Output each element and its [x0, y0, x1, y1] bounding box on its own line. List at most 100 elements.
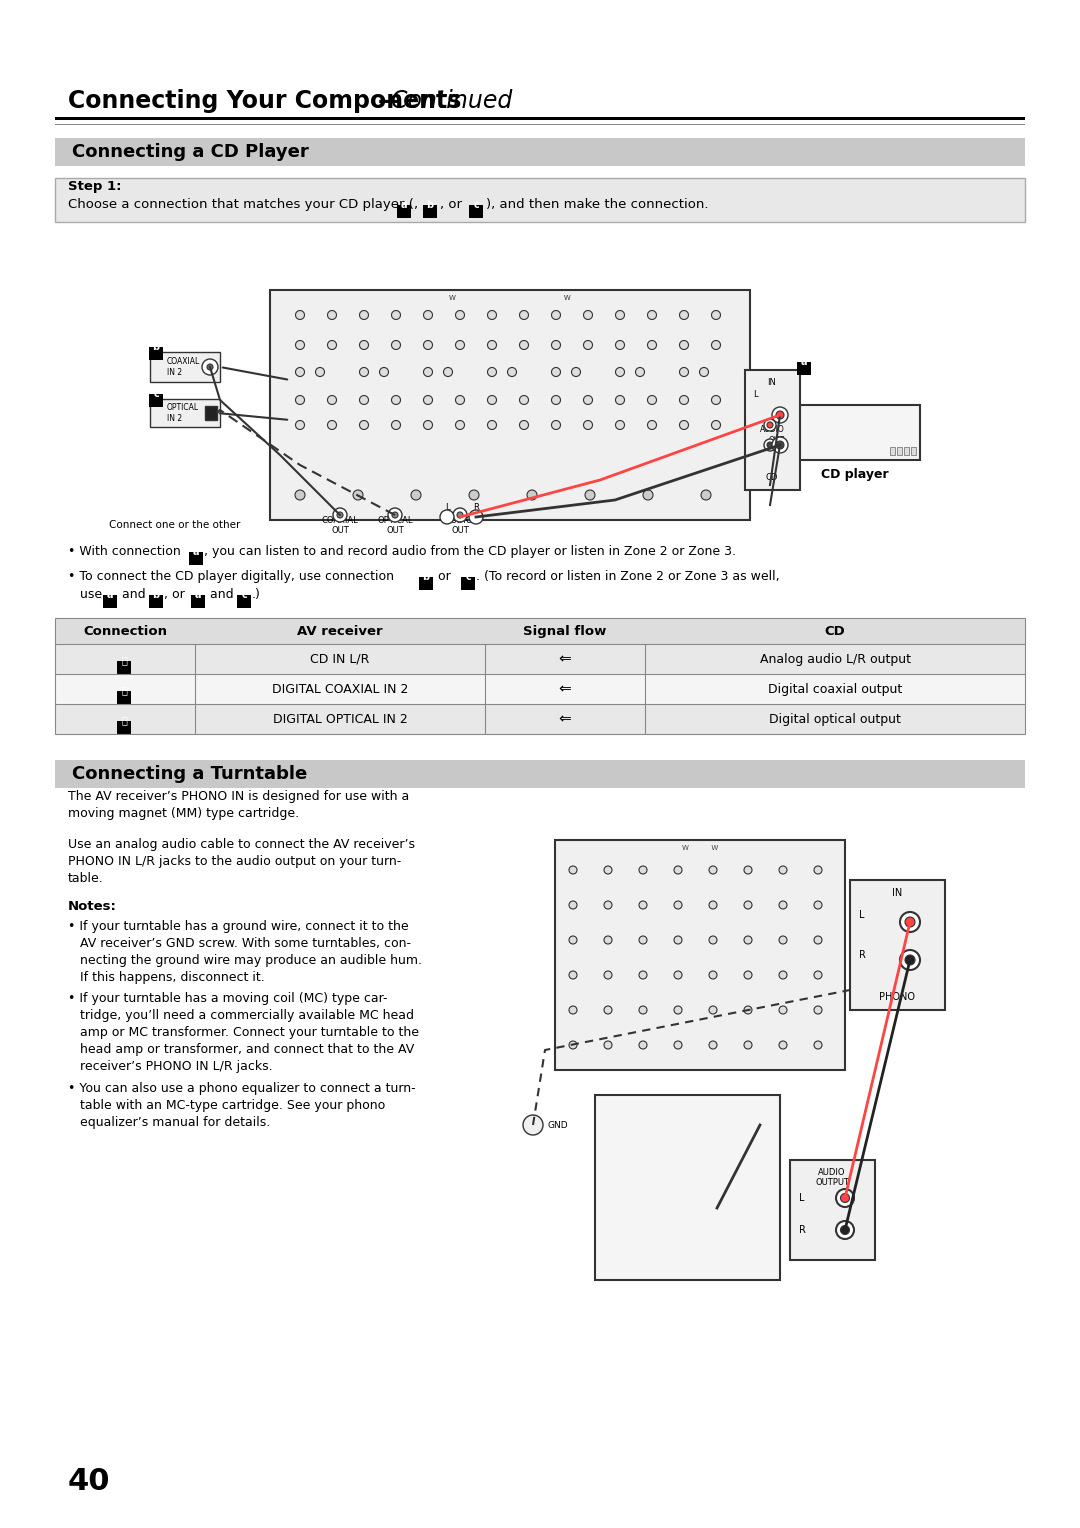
Bar	[150, 399, 220, 426]
Circle shape	[764, 419, 777, 431]
Circle shape	[772, 437, 788, 452]
Circle shape	[679, 396, 689, 405]
Bar	[103, 594, 117, 608]
Text: Connecting a CD Player: Connecting a CD Player	[72, 144, 309, 160]
Circle shape	[571, 368, 581, 376]
Bar	[912, 448, 916, 455]
Text: PHONO: PHONO	[879, 992, 915, 1002]
Circle shape	[639, 1005, 647, 1015]
Circle shape	[583, 341, 593, 350]
Bar	[595, 1096, 780, 1280]
Circle shape	[648, 341, 657, 350]
Text: .): .)	[252, 588, 261, 601]
Circle shape	[814, 866, 822, 874]
Text: Digital coaxial output: Digital coaxial output	[768, 683, 902, 695]
Circle shape	[487, 341, 497, 350]
Bar	[745, 370, 800, 490]
Text: PHONO IN L/R jacks to the audio output on your turn-: PHONO IN L/R jacks to the audio output o…	[68, 856, 402, 868]
Circle shape	[585, 490, 595, 500]
Text: • To connect the CD player digitally, use connection: • To connect the CD player digitally, us…	[68, 570, 399, 584]
Circle shape	[391, 310, 401, 319]
Bar	[55, 617, 1025, 733]
Text: OPTICAL
OUT: OPTICAL OUT	[377, 515, 413, 535]
Circle shape	[527, 490, 537, 500]
Bar	[189, 552, 203, 565]
Circle shape	[456, 310, 464, 319]
Circle shape	[207, 364, 213, 370]
Circle shape	[674, 1041, 681, 1050]
Bar	[397, 205, 411, 219]
Bar	[55, 138, 1025, 167]
Circle shape	[712, 341, 720, 350]
Circle shape	[519, 310, 528, 319]
Circle shape	[840, 1193, 850, 1203]
Circle shape	[679, 420, 689, 429]
Circle shape	[674, 970, 681, 979]
Circle shape	[440, 510, 454, 524]
Circle shape	[744, 1041, 752, 1050]
Circle shape	[202, 359, 218, 374]
Circle shape	[487, 368, 497, 376]
Circle shape	[635, 368, 645, 376]
Circle shape	[411, 490, 421, 500]
Circle shape	[583, 310, 593, 319]
Text: The AV receiver’s PHONO IN is designed for use with a: The AV receiver’s PHONO IN is designed f…	[68, 790, 409, 804]
Text: • If your turntable has a moving coil (MC) type car-: • If your turntable has a moving coil (M…	[68, 992, 388, 1005]
Circle shape	[552, 310, 561, 319]
Bar	[469, 205, 483, 219]
Circle shape	[569, 937, 577, 944]
Circle shape	[900, 912, 920, 932]
Circle shape	[388, 507, 402, 523]
Circle shape	[674, 937, 681, 944]
Text: L: L	[860, 911, 865, 920]
Circle shape	[552, 420, 561, 429]
Circle shape	[487, 310, 497, 319]
Circle shape	[767, 442, 773, 448]
Text: Connecting a Turntable: Connecting a Turntable	[72, 766, 307, 782]
Circle shape	[569, 902, 577, 909]
Bar	[55, 759, 1025, 788]
Bar	[795, 410, 915, 425]
Circle shape	[295, 490, 305, 500]
Text: Ⓒ: Ⓒ	[121, 715, 127, 726]
Circle shape	[648, 310, 657, 319]
Circle shape	[552, 341, 561, 350]
Circle shape	[337, 512, 343, 518]
Circle shape	[296, 368, 305, 376]
Text: OPTICAL
IN 2: OPTICAL IN 2	[167, 403, 199, 423]
Circle shape	[552, 368, 561, 376]
Bar	[237, 594, 251, 608]
Circle shape	[327, 396, 337, 405]
Text: table with an MC-type cartridge. See your phono: table with an MC-type cartridge. See you…	[68, 1099, 386, 1112]
Circle shape	[457, 512, 463, 518]
Bar	[55, 177, 1025, 222]
Text: AV receiver: AV receiver	[297, 625, 382, 637]
Text: ⇐: ⇐	[558, 651, 571, 666]
Circle shape	[569, 1005, 577, 1015]
Circle shape	[814, 1041, 822, 1050]
Circle shape	[905, 955, 915, 966]
Circle shape	[681, 1183, 692, 1193]
Circle shape	[360, 420, 368, 429]
Circle shape	[679, 341, 689, 350]
Circle shape	[391, 396, 401, 405]
Text: L: L	[799, 1193, 805, 1203]
Text: AUDIO
OUT: AUDIO OUT	[760, 425, 785, 445]
Bar	[555, 840, 845, 1070]
Text: CD: CD	[825, 625, 846, 637]
Text: GND: GND	[546, 1120, 568, 1129]
Text: c: c	[465, 571, 471, 582]
Circle shape	[616, 341, 624, 350]
Bar	[117, 721, 131, 733]
Bar	[270, 290, 750, 520]
Circle shape	[444, 368, 453, 376]
Circle shape	[744, 937, 752, 944]
Circle shape	[583, 396, 593, 405]
Text: Choose a connection that matches your CD player (: Choose a connection that matches your CD…	[68, 199, 414, 211]
Circle shape	[569, 866, 577, 874]
Bar	[270, 471, 750, 520]
Text: R: R	[473, 503, 478, 512]
Text: ⇐: ⇐	[558, 712, 571, 726]
Circle shape	[519, 420, 528, 429]
Text: c: c	[473, 200, 478, 209]
